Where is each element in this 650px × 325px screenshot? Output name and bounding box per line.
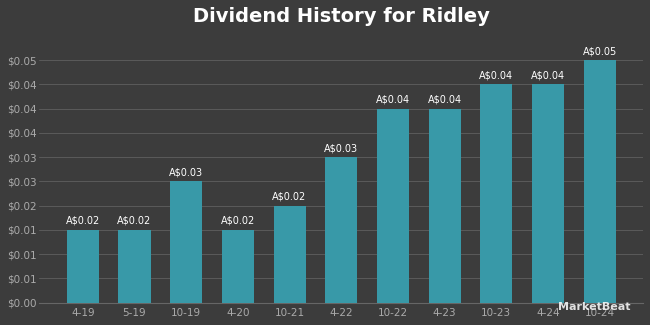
Title: Dividend History for Ridley: Dividend History for Ridley — [193, 7, 489, 26]
Text: A$0.02: A$0.02 — [221, 216, 255, 226]
Text: MarketBeat: MarketBeat — [558, 302, 630, 312]
Bar — [377, 109, 409, 303]
Text: A$0.05: A$0.05 — [582, 46, 617, 56]
Text: A$0.04: A$0.04 — [428, 95, 462, 105]
Text: A$0.04: A$0.04 — [376, 95, 410, 105]
Bar — [532, 84, 564, 303]
Text: A$0.04: A$0.04 — [479, 71, 514, 81]
Bar — [274, 205, 305, 303]
Bar — [584, 60, 616, 303]
Text: A$0.04: A$0.04 — [531, 71, 565, 81]
Bar — [67, 230, 99, 303]
Bar — [118, 230, 151, 303]
Text: A$0.02: A$0.02 — [272, 192, 307, 202]
Text: A$0.03: A$0.03 — [169, 167, 203, 177]
Bar — [480, 84, 512, 303]
Bar — [325, 157, 358, 303]
Bar — [222, 230, 254, 303]
Text: A$0.02: A$0.02 — [118, 216, 151, 226]
Bar — [170, 181, 202, 303]
Text: A$0.03: A$0.03 — [324, 143, 358, 153]
Bar — [428, 109, 461, 303]
Text: A$0.02: A$0.02 — [66, 216, 100, 226]
